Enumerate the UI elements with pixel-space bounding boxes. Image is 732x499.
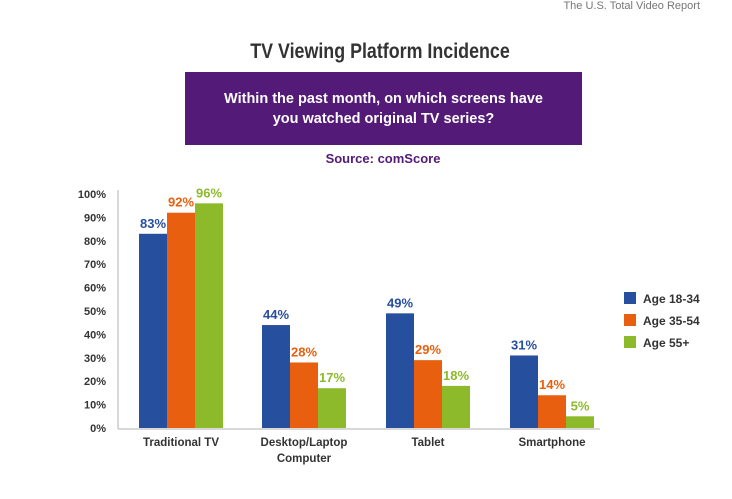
bar-age-18-34 [139,233,167,428]
data-label: 5% [571,398,590,413]
bar-age-55- [318,388,346,428]
data-label: 17% [319,370,345,385]
bar-age-35-54 [290,362,318,428]
x-tick-label: Desktop/Laptop [261,437,348,449]
y-tick-label: 100% [78,189,106,201]
y-tick-label: 50% [84,306,106,318]
bar-age-35-54 [538,395,566,428]
report-name: The U.S. Total Video Report [563,0,700,12]
data-label: 44% [263,307,289,322]
bar-age-35-54 [167,212,195,428]
bar-age-18-34 [262,325,290,428]
y-tick-label: 30% [84,353,106,365]
chart-source: Source: comScore [325,151,441,166]
x-tick-label: Traditional TV [143,437,219,449]
y-tick-label: 80% [84,236,106,248]
x-tick-label: Computer [277,453,332,465]
bar-age-55- [442,385,470,428]
x-tick-label: Tablet [411,437,444,449]
bar-age-18-34 [386,313,414,428]
y-tick-label: 40% [84,329,106,341]
data-label: 29% [415,342,441,357]
y-tick-label: 60% [84,283,106,295]
chart-subtitle: Within the past month, on which screens … [224,90,543,127]
bar-age-18-34 [510,355,538,428]
data-label: 49% [387,295,413,310]
legend-label: Age 18-34 [643,292,700,306]
chart-title: TV Viewing Platform Incidence [250,40,510,63]
x-tick-label: Smartphone [518,437,585,449]
y-tick-label: 90% [84,212,106,224]
y-tick-label: 10% [84,400,106,412]
legend-swatch [624,336,636,348]
bar-age-35-54 [414,360,442,428]
legend-swatch [624,314,636,326]
y-tick-label: 70% [84,259,106,271]
y-tick-label: 0% [90,423,106,435]
legend-swatch [624,292,636,304]
data-label: 31% [511,337,537,352]
data-label: 92% [168,195,194,210]
data-label: 14% [539,377,565,392]
data-label: 28% [291,344,317,359]
question-box: Within the past month, on which screens … [185,72,582,145]
y-tick-label: 20% [84,376,106,388]
legend-label: Age 35-54 [643,314,700,328]
data-label: 96% [196,185,222,200]
bar-age-55- [195,203,223,428]
data-label: 83% [140,216,166,231]
legend-label: Age 55+ [643,336,689,350]
data-label: 18% [443,368,469,383]
bar-age-55- [566,416,594,428]
